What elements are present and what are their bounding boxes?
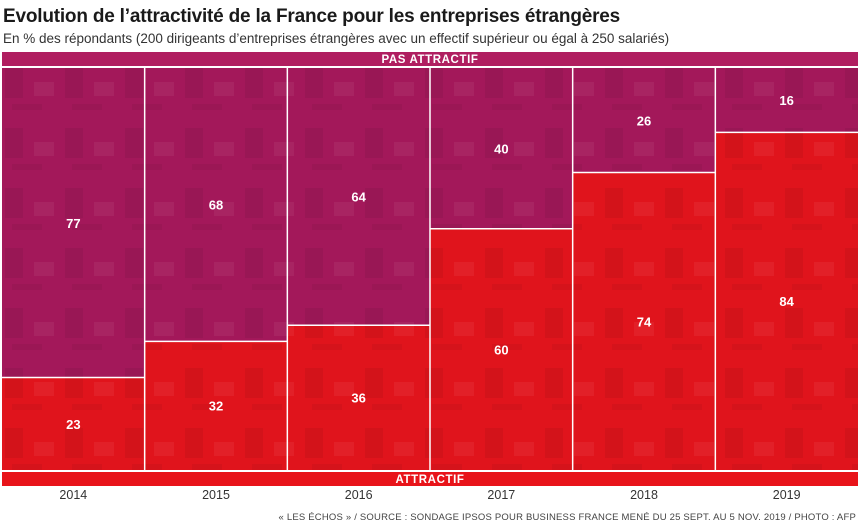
value-label-pas-2018: 26 (637, 113, 651, 128)
value-label-pas-2016: 64 (351, 190, 366, 205)
value-label-pas-2019: 16 (779, 93, 793, 108)
bar-texture-att-2014 (2, 377, 145, 470)
value-label-att-2016: 36 (351, 391, 365, 406)
year-label-2016: 2016 (345, 488, 373, 502)
chart-subtitle: En % des répondants (200 dirigeants d’en… (3, 31, 670, 46)
value-label-att-2019: 84 (779, 294, 794, 309)
value-label-att-2017: 60 (494, 342, 508, 357)
bar-texture-pas-2014 (2, 68, 145, 378)
bar-texture-att-2015 (144, 341, 288, 470)
source-credit: « LES ÉCHOS » / SOURCE : SONDAGE IPSOS P… (278, 512, 856, 523)
value-label-att-2018: 74 (637, 314, 652, 329)
bar-texture-att-2018 (572, 172, 716, 470)
bar-texture-att-2016 (287, 325, 430, 470)
bar-texture-att-2019 (715, 132, 858, 470)
value-label-att-2015: 32 (209, 399, 223, 414)
bar-texture-pas-2018 (572, 68, 716, 173)
value-label-pas-2017: 40 (494, 141, 508, 156)
bar-texture-pas-2016 (287, 68, 430, 326)
value-label-pas-2015: 68 (209, 198, 223, 213)
year-label-2018: 2018 (630, 488, 658, 502)
year-label-2014: 2014 (59, 488, 87, 502)
value-label-pas-2014: 77 (66, 216, 80, 231)
year-label-2019: 2019 (773, 488, 801, 502)
pas-attractif-label: PAS ATTRACTIF (381, 54, 478, 66)
bar-texture-att-2017 (430, 228, 573, 470)
pas-attractif-band (2, 52, 858, 66)
attractif-label: ATTRACTIF (395, 474, 464, 486)
chart-title: Evolution de l’attractivité de la France… (3, 6, 621, 27)
year-label-2017: 2017 (487, 488, 515, 502)
year-label-2015: 2015 (202, 488, 230, 502)
attractif-band (2, 472, 858, 486)
bar-texture-pas-2019 (715, 68, 858, 133)
bar-texture-pas-2017 (430, 68, 573, 229)
value-label-att-2014: 23 (66, 417, 80, 432)
bar-texture-pas-2015 (144, 68, 288, 342)
